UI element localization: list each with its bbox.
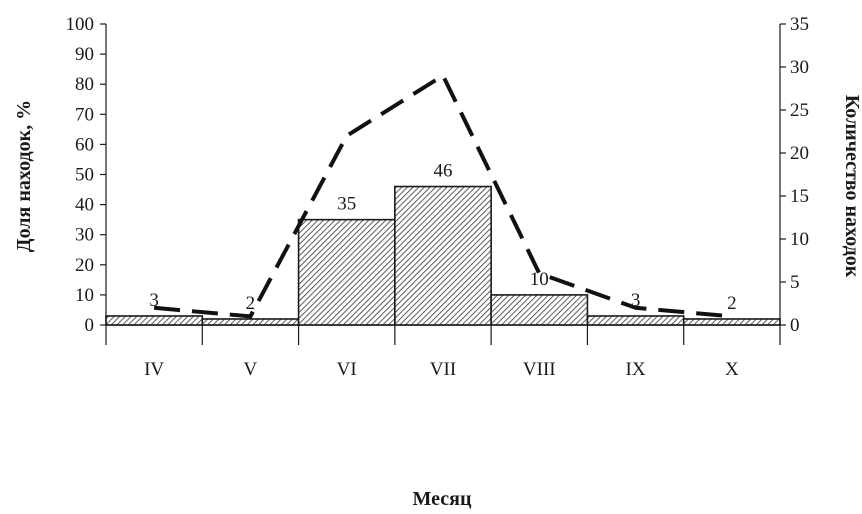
x-tick-label-IX: IX	[626, 359, 646, 380]
x-tick-label-V: V	[244, 359, 258, 380]
bar-series	[105, 185, 781, 326]
data-label-VI: 35	[337, 194, 356, 215]
right-y-tick-labels: 0 5 10 15 20 25 30 35	[790, 14, 809, 336]
bar-X	[682, 318, 781, 326]
left-y-tick-label: 100	[66, 14, 95, 35]
left-y-tick-label: 70	[75, 104, 94, 125]
bar-data-labels: 3 2 35 46 10 3 2	[149, 161, 736, 314]
bar-IV	[105, 315, 204, 326]
left-y-tick-label: 80	[75, 74, 94, 95]
axes	[100, 23, 786, 345]
right-y-tick-label: 5	[790, 272, 800, 293]
data-label-VII: 46	[434, 161, 453, 182]
bar-VIII	[490, 294, 589, 326]
right-y-tick-label: 10	[790, 229, 809, 250]
bar-VII	[394, 185, 492, 326]
x-tick-label-VI: VI	[337, 359, 357, 380]
left-y-tick-label: 30	[75, 225, 94, 246]
bar-VI	[297, 218, 396, 326]
data-label-IX: 3	[631, 290, 641, 311]
right-y-tick-label: 30	[790, 57, 809, 78]
right-y-tick-label: 35	[790, 14, 809, 35]
left-y-tick-label: 10	[75, 285, 94, 306]
left-y-tick-label: 0	[85, 315, 95, 336]
data-label-VIII: 10	[530, 269, 549, 290]
left-y-tick-labels: 0 10 20 30 40 50 60 70 80 90 100	[66, 14, 95, 336]
bar-V	[201, 318, 300, 326]
bar-IX	[586, 315, 685, 326]
left-y-tick-label: 20	[75, 255, 94, 276]
right-y-tick-label: 0	[790, 315, 800, 336]
x-tick-label-VIII: VIII	[523, 359, 556, 380]
right-y-tick-label: 20	[790, 143, 809, 164]
left-y-axis-title: Доля находок, %	[13, 100, 35, 252]
left-y-tick-label: 40	[75, 195, 94, 216]
data-label-X: 2	[727, 293, 737, 314]
trend-line	[153, 72, 733, 319]
x-tick-label-VII: VII	[430, 359, 456, 380]
x-tick-label-X: X	[725, 359, 739, 380]
right-y-tick-label: 25	[790, 100, 809, 121]
right-y-axis-title: Количество находок	[841, 95, 862, 278]
left-y-tick-label: 50	[75, 165, 94, 186]
data-label-IV: 3	[149, 290, 159, 311]
line-series	[153, 72, 733, 319]
x-tick-labels: IV V VI VII VIII IX X	[144, 359, 739, 380]
left-y-tick-label: 90	[75, 44, 94, 65]
left-y-tick-label: 60	[75, 134, 94, 155]
x-tick-label-IV: IV	[144, 359, 164, 380]
x-axis-title: Месяц	[413, 488, 472, 510]
data-label-V: 2	[246, 293, 256, 314]
right-y-tick-label: 15	[790, 186, 809, 207]
